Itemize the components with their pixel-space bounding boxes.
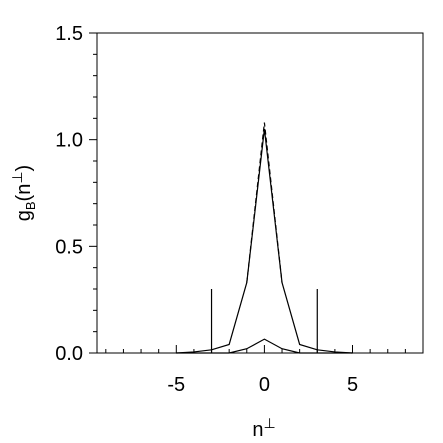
y-label-open: (n	[13, 184, 35, 202]
y-tick-label: 0.0	[55, 343, 83, 365]
y-label-base: g	[13, 210, 35, 221]
x-tick-label: -5	[167, 374, 185, 396]
y-label-sub: B	[23, 201, 38, 210]
y-tick-label: 0.5	[55, 236, 83, 258]
series-line	[176, 338, 353, 354]
plot-frame	[96, 32, 424, 354]
x-label-sup: ⊥	[263, 415, 275, 431]
y-label-sup: ⊥	[9, 171, 25, 183]
x-axis-label: n⊥	[252, 415, 275, 441]
x-tick-label: 0	[259, 374, 270, 396]
x-tick-label: 5	[347, 374, 358, 396]
series-line	[246, 122, 283, 283]
y-label-close: )	[13, 165, 35, 172]
series-line	[176, 128, 353, 354]
x-label-base: n	[252, 419, 263, 441]
y-axis-label: gB(n⊥)	[9, 165, 38, 221]
y-tick-label: 1.0	[55, 130, 83, 152]
y-tick-label: 1.5	[55, 23, 83, 45]
